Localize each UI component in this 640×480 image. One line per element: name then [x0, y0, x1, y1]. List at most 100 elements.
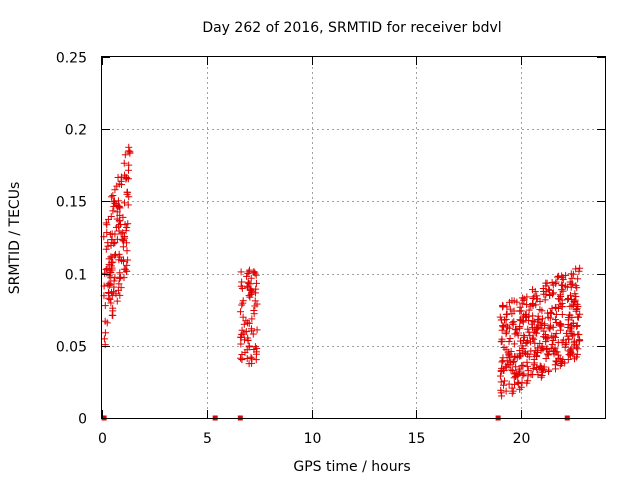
x-tick-label: 10: [304, 431, 322, 447]
data-point: [239, 313, 247, 321]
data-point: [545, 286, 553, 294]
data-point: [534, 318, 542, 326]
data-point: [119, 229, 127, 237]
data-point: [101, 329, 109, 337]
data-point: [557, 281, 565, 289]
data-point: [524, 325, 532, 333]
data-point: [526, 338, 534, 346]
data-point: [524, 377, 532, 385]
data-point: [251, 297, 259, 305]
data-point: [240, 320, 248, 328]
data-point: [102, 266, 110, 274]
data-point: [107, 193, 115, 201]
data-point: [123, 247, 131, 255]
data-point: [499, 322, 507, 330]
data-point: [500, 343, 508, 351]
data-point: [496, 313, 504, 321]
data-point: [248, 327, 256, 335]
data-point: [247, 286, 255, 294]
data-point: [509, 320, 517, 328]
data-point: [117, 284, 125, 292]
data-point: [510, 357, 518, 365]
data-point: [522, 313, 530, 321]
data-point: [108, 292, 116, 300]
data-point: [551, 333, 559, 341]
data-point: [512, 326, 520, 334]
data-point: [103, 229, 111, 237]
data-point: [113, 297, 121, 305]
data-point: [246, 293, 254, 301]
data-point: [529, 365, 537, 373]
data-point: [123, 261, 131, 269]
data-point: [516, 303, 524, 311]
data-point: [555, 354, 563, 362]
data-point: [546, 314, 554, 322]
data-point: [101, 302, 109, 310]
data-point: [114, 202, 122, 210]
data-point: [120, 274, 128, 282]
data-point: [536, 306, 544, 314]
data-point: [556, 291, 564, 299]
data-point: [568, 344, 576, 352]
data-point: [559, 287, 567, 295]
data-point: [574, 313, 582, 321]
data-point: [555, 272, 563, 280]
data-point: [518, 342, 526, 350]
data-point: [240, 329, 248, 337]
data-point: [562, 339, 570, 347]
data-point: [113, 215, 121, 223]
data-point: [123, 224, 131, 232]
data-point: [529, 334, 537, 342]
data-point: [530, 361, 538, 369]
data-point: [497, 316, 505, 324]
data-point: [523, 358, 531, 366]
data-point: [239, 297, 247, 305]
data-point: [533, 295, 541, 303]
data-point: [252, 279, 260, 287]
data-point: [551, 316, 559, 324]
data-point: [550, 332, 558, 340]
data-point: [565, 335, 573, 343]
data-point: [541, 296, 549, 304]
data-point: [520, 333, 528, 341]
data-point: [517, 337, 525, 345]
data-point: [516, 365, 524, 373]
data-point: [551, 344, 559, 352]
data-point: [512, 363, 520, 371]
y-tick-label: 0.1: [65, 268, 87, 284]
data-points: [100, 143, 584, 421]
data-point: [520, 370, 528, 378]
data-point: [116, 291, 124, 299]
data-point: [121, 199, 129, 207]
data-point: [533, 366, 541, 374]
data-point: [253, 326, 261, 334]
data-point: [506, 335, 514, 343]
data-point: [574, 331, 582, 339]
data-point: [540, 327, 548, 335]
data-point: [250, 268, 258, 276]
data-point: [497, 378, 505, 386]
data-point: [117, 177, 125, 185]
data-point: [558, 281, 566, 289]
data-point: [245, 266, 253, 274]
data-point: [516, 324, 524, 332]
data-point: [237, 354, 245, 362]
data-point: [556, 362, 564, 370]
data-point: [503, 328, 511, 336]
data-point: [124, 166, 132, 174]
data-point: [249, 330, 257, 338]
data-point: [238, 301, 246, 309]
data-point: [548, 290, 556, 298]
data-point: [558, 274, 566, 282]
data-point: [244, 269, 252, 277]
data-point: [552, 279, 560, 287]
data-point: [119, 243, 127, 251]
data-point: [557, 322, 565, 330]
data-point: [124, 220, 132, 228]
data-point: [110, 277, 118, 285]
data-point: [574, 275, 582, 283]
data-point: [516, 350, 524, 358]
data-point: [237, 268, 245, 276]
data-point: [115, 280, 123, 288]
data-point: [102, 245, 110, 253]
